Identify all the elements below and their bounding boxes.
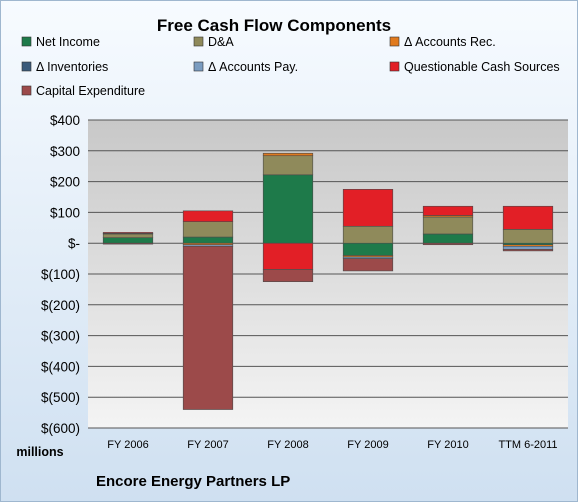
y-tick-label: $(100) [41,267,80,282]
bar-capital-expenditure [422,242,474,246]
bar-d-a [342,225,394,244]
legend-swatch-d-a [193,36,204,47]
y-tick-label: $(500) [41,390,80,405]
y-tick-label: $(300) [41,329,80,344]
bar-questionable-cash-sources [182,210,234,222]
bar-net-income [262,174,314,244]
y-axis: $400 $300 $200 $100 $- $(100) $(200) $(300) $(40… [41,113,80,436]
x-tick-label: FY 2006 [107,439,148,451]
bar-net-income [422,233,474,244]
bar-net-income [182,236,234,244]
company-name: Encore Energy Partners LP [96,473,290,490]
legend-swatch-questionable-cash-sources [389,61,400,72]
legend-swatch-delta-accounts-pay [193,61,204,72]
legend-swatch-delta-inventories [21,61,32,72]
bar-d-a [502,229,554,244]
bar-d-a [102,233,154,238]
x-axis: FY 2006 FY 2007 FY 2008 FY 2009 FY 2010 TTM 6… [107,439,557,451]
bar-questionable-cash-sources [102,232,154,234]
bar-questionable-cash-sources [342,189,394,227]
x-tick-label: FY 2009 [347,439,388,451]
legend-label-d-a: D&A [208,35,234,49]
x-tick-label: FY 2008 [267,439,308,451]
bar-questionable-cash-sources [422,205,474,216]
bars [102,152,554,410]
bar-questionable-cash-sources [502,205,554,230]
gridlines [88,119,568,429]
y-tick-label: $200 [50,175,80,190]
legend-label-net-income: Net Income [36,35,100,49]
bar-capital-expenditure [342,258,394,272]
legend: Net Income D&A Δ Accounts Rec. Δ Inventorie… [21,35,560,98]
bar-delta-accounts-rec [262,152,314,157]
bar-d-a [262,155,314,176]
y-tick-label: $- [68,236,80,251]
bar-d-a [422,216,474,235]
legend-label-delta-accounts-pay: Δ Accounts Pay. [208,60,298,74]
x-tick-label: FY 2010 [427,439,468,451]
y-tick-label: $400 [50,113,80,128]
bar-d-a [182,221,234,238]
y-tick-label: $(400) [41,359,80,374]
legend-swatch-delta-accounts-rec [389,36,400,47]
legend-label-questionable-cash-sources: Questionable Cash Sources [404,60,560,74]
bar-delta-accounts-pay [502,245,554,250]
bar-capital-expenditure [502,249,554,252]
x-tick-label: TTM 6-2011 [498,439,557,451]
x-tick-label: FY 2007 [187,439,228,451]
legend-label-delta-accounts-rec: Δ Accounts Rec. [404,35,496,49]
y-tick-label: $(200) [41,298,80,313]
legend-swatch-net-income [21,36,32,47]
bar-net-income [102,237,154,244]
y-tick-label: $(600) [41,421,80,436]
bar-net-income [342,242,394,256]
y-tick-label: $300 [50,144,80,159]
legend-label-capital-expenditure: Capital Expenditure [36,84,145,98]
bar-capital-expenditure [262,269,314,283]
unit-label: millions [16,445,63,459]
legend-label-delta-inventories: Δ Inventories [36,60,108,74]
bar-capital-expenditure [102,242,154,245]
legend-swatch-capital-expenditure [21,85,32,96]
chart-title: Free Cash Flow Components [157,16,391,35]
y-tick-label: $100 [50,205,80,220]
bar-questionable-cash-sources [262,242,314,270]
bar-capital-expenditure [182,245,234,410]
